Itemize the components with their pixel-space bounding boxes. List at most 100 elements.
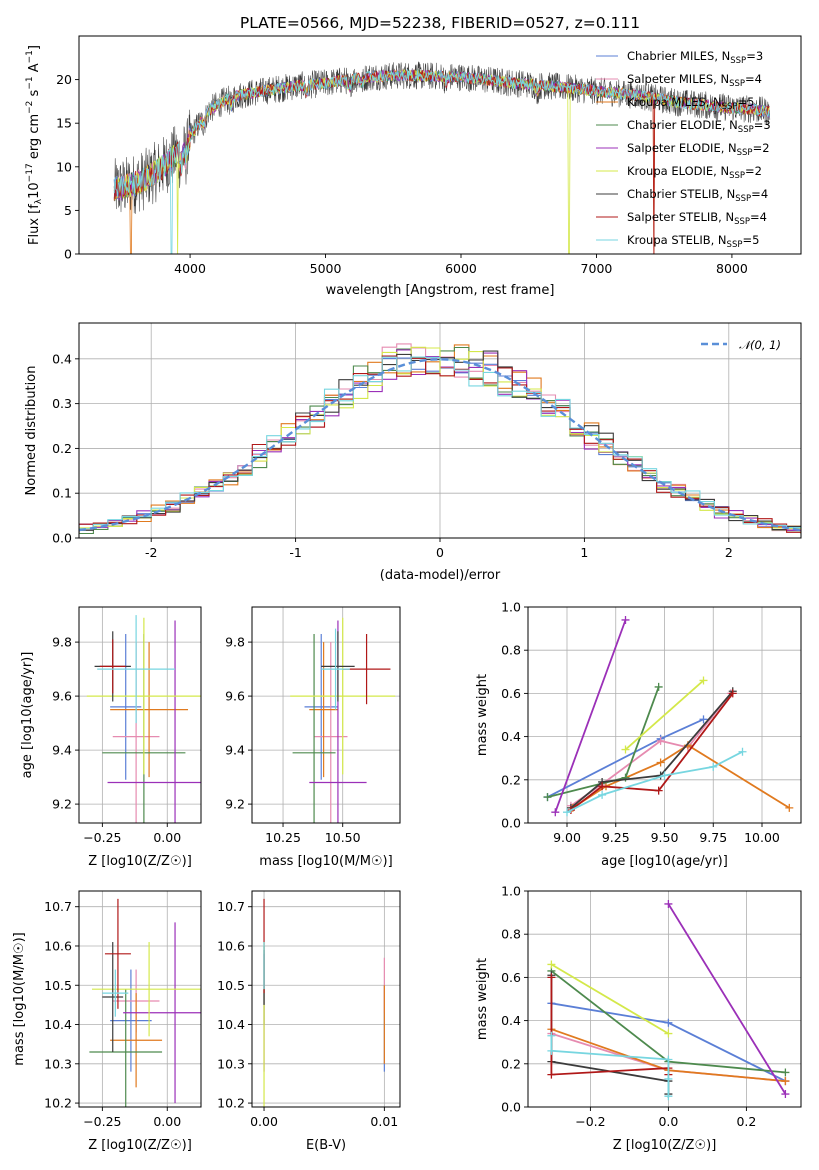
errorbar-red xyxy=(342,634,391,705)
y-tick-label: 0.0 xyxy=(52,531,72,546)
y-tick-label: 9.8 xyxy=(52,635,72,650)
frame-spectrum: 4000 5000 6000 7000 8000 0 5 10 15 20 wavelength [… xyxy=(25,35,802,298)
weight-point-cyan xyxy=(547,1046,556,1055)
x-axis-label: E(B-V) xyxy=(306,1138,346,1153)
axes-age_vs_mass xyxy=(252,607,400,823)
x-tick-label: −0.2 xyxy=(575,1114,605,1129)
y-axis-label: mass weight xyxy=(475,674,490,756)
frame-residuals: -2 -1 0 1 2 0.0 0.1 0.2 0.3 0.4 (data-model)/error… xyxy=(24,322,802,583)
x-tick-label: 4000 xyxy=(174,261,206,276)
errorbar-dark xyxy=(102,942,124,1053)
normal-curve xyxy=(79,358,801,532)
x-axis-label: Z [log10(Z/Z☉)] xyxy=(88,1138,192,1153)
axes-residuals xyxy=(79,323,801,539)
weight-line-yellow xyxy=(624,679,705,751)
x-tick-label: 0.00 xyxy=(153,830,181,845)
x-tick-label: 10.25 xyxy=(265,830,301,845)
legend-label: Kroupa MILES, NSSP=5 xyxy=(627,95,754,112)
y-tick-label: 10.3 xyxy=(44,1056,72,1071)
weight-point-cyan xyxy=(660,771,669,780)
x-tick-label: -1 xyxy=(289,545,301,560)
errorbar-blue xyxy=(304,634,338,780)
y-tick-label: 9.2 xyxy=(225,797,245,812)
plot-area-mass_vs_Z xyxy=(89,898,201,1107)
x-tick-label: 9.25 xyxy=(602,830,630,845)
x-tick-label: 0.00 xyxy=(250,1114,278,1129)
weight-point-cyan xyxy=(709,762,718,771)
y-axis-label: mass [log10(M/M☉)] xyxy=(12,932,27,1065)
weight-point-pink xyxy=(656,736,665,745)
weight-point-cyan xyxy=(664,1055,673,1064)
y-tick-label: 0.4 xyxy=(501,1013,521,1028)
y-tick-label: 1.0 xyxy=(501,600,521,615)
axes-mass_vs_ebv xyxy=(252,891,400,1107)
weight-line-yellow xyxy=(550,963,669,1035)
weight-point-orange xyxy=(781,1077,790,1086)
y-axis-label: Normed distribution xyxy=(24,366,39,496)
x-tick-label: 7000 xyxy=(581,261,613,276)
y-tick-label: 20 xyxy=(56,72,72,87)
weight-line-orange xyxy=(572,744,790,809)
y-tick-label: 10.7 xyxy=(217,899,245,914)
y-tick-label: 0.3 xyxy=(52,396,72,411)
y-tick-label: 0.4 xyxy=(52,351,72,366)
frame-age_vs_mass: 10.25 10.50 9.2 9.4 9.6 9.8 mass [log10(M/M☉)] xyxy=(225,606,401,869)
histogram-cyan xyxy=(79,356,801,535)
y-tick-label: 10.6 xyxy=(217,938,245,953)
y-tick-label: 9.4 xyxy=(225,743,245,758)
weight-point-yellow xyxy=(621,745,630,754)
weight-point-yellow xyxy=(547,960,556,969)
weight-line-purple xyxy=(667,903,787,1095)
weight-line-cyan xyxy=(566,750,743,814)
errorbar-blue xyxy=(110,969,152,1072)
y-tick-label: 15 xyxy=(56,116,72,131)
axes-spectrum xyxy=(113,61,771,254)
axes-frame xyxy=(78,35,802,255)
weight-point-red xyxy=(547,973,556,982)
legend-label: Chabrier MILES, NSSP=3 xyxy=(627,49,763,66)
weight-point-green xyxy=(543,793,552,802)
frame-mass_vs_Z: −0.25 0.00 10.2 10.3 10.4 10.5 10.6 10.7 Z [log1… xyxy=(12,890,202,1153)
y-tick-label: 10.3 xyxy=(217,1056,245,1071)
x-tick-label: 0 xyxy=(436,545,444,560)
frame-mass_vs_ebv: 0.00 0.01 10.2 10.3 10.4 10.5 10.6 10.7 E(B-V) xyxy=(217,890,401,1153)
weight-point-red xyxy=(598,782,607,791)
weight-line-purple xyxy=(554,619,627,813)
axes-age_vs_Z xyxy=(79,607,201,823)
weight-point-purple xyxy=(551,808,560,817)
x-tick-label: 6000 xyxy=(445,261,477,276)
y-tick-label: 0.0 xyxy=(501,1100,521,1115)
y-tick-label: 9.6 xyxy=(52,689,72,704)
y-tick-label: 10.5 xyxy=(217,978,245,993)
y-tick-label: 10.6 xyxy=(44,938,72,953)
weight-point-yellow xyxy=(664,1029,673,1038)
errorbar-red xyxy=(104,898,131,1009)
y-tick-label: 1.0 xyxy=(501,884,521,899)
x-tick-label: 9.75 xyxy=(699,830,727,845)
weight-point-cyan xyxy=(563,808,571,817)
axes-mass_vs_Z xyxy=(79,891,201,1107)
legend-label: Kroupa STELIB, NSSP=5 xyxy=(627,233,759,250)
errorbar-cyan xyxy=(102,969,129,1017)
y-axis-label: Flux [fλ10−17 erg cm−2 s−1 A−1] xyxy=(25,45,44,245)
plot-area-mass_weight_vs_Z xyxy=(547,899,790,1101)
legend-label: Chabrier STELIB, NSSP=4 xyxy=(627,187,768,204)
x-tick-label: 0.01 xyxy=(370,1114,398,1129)
plot-area-age_vs_Z xyxy=(86,615,201,823)
errorbar-orange xyxy=(110,993,163,1088)
frame-mass_weight_vs_Z: −0.2 0.0 0.2 0.0 0.2 0.4 0.6 0.8 1.0 Z [log10(Z/Z… xyxy=(475,884,802,1153)
x-tick-label: 0.0 xyxy=(658,1114,678,1129)
y-tick-label: 10 xyxy=(56,159,72,174)
x-tick-label: −0.25 xyxy=(83,1114,121,1129)
x-axis-label: wavelength [Angstrom, rest frame] xyxy=(326,283,555,298)
plot-area-mass_weight_vs_age xyxy=(543,615,794,817)
y-tick-label: 0.2 xyxy=(52,441,72,456)
model-spectrum-line-cyan xyxy=(113,69,770,254)
x-tick-label: 0.2 xyxy=(736,1114,756,1129)
y-tick-label: 0.4 xyxy=(501,729,521,744)
y-tick-label: 5 xyxy=(64,203,72,218)
legend: Chabrier MILES, NSSP=3 Salpeter MILES, NS… xyxy=(596,49,771,250)
weight-point-yellow xyxy=(699,676,708,685)
x-axis-label: Z [log10(Z/Z☉)] xyxy=(88,854,192,869)
